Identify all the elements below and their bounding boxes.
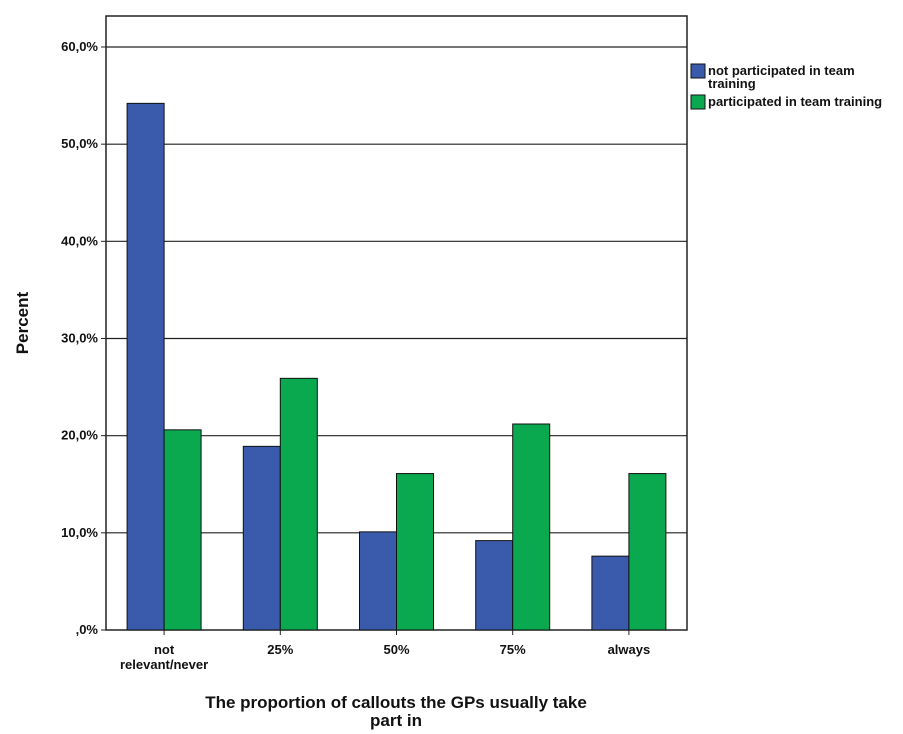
bar-not-participated-3	[475, 540, 514, 631]
y-axis-ticks: ,0% 10,0% 20,0% 30,0% 40,0% 50,0% 60,0%	[61, 39, 106, 637]
legend-swatch	[690, 94, 706, 110]
x-tick-label: relevant/never	[120, 657, 208, 672]
bar-not-participated-1	[242, 445, 281, 631]
bar-participated-4	[628, 473, 667, 631]
bars-group	[126, 102, 667, 631]
legend-swatch	[690, 63, 706, 79]
bar-participated-1	[279, 377, 318, 631]
y-tick-label: 50,0%	[61, 136, 98, 151]
x-tick-label: 75%	[500, 642, 526, 657]
y-tick-label: 30,0%	[61, 331, 98, 346]
y-tick-label: 10,0%	[61, 525, 98, 540]
x-tick-label: 50%	[383, 642, 409, 657]
bar-not-participated-0	[126, 102, 165, 631]
y-axis-title: Percent	[13, 291, 32, 354]
y-tick-label: 60,0%	[61, 39, 98, 54]
bar-participated-2	[396, 473, 434, 631]
x-tick-label: not	[154, 642, 175, 657]
bar-participated-3	[512, 423, 551, 631]
legend-label: participated in team training	[708, 94, 882, 109]
x-axis-title-line: part in	[370, 711, 422, 730]
bar-not-participated-2	[359, 531, 397, 631]
y-tick-label: 40,0%	[61, 233, 98, 248]
x-tick-label: always	[608, 642, 651, 657]
x-axis-title-line: The proportion of callouts the GPs usual…	[205, 693, 587, 712]
legend-label: training	[708, 76, 756, 91]
gridlines	[106, 46, 687, 534]
y-tick-label: 20,0%	[61, 428, 98, 443]
x-axis-title: The proportion of callouts the GPs usual…	[205, 693, 587, 730]
y-tick-label: ,0%	[76, 622, 99, 637]
bar-participated-0	[163, 429, 202, 631]
x-tick-label: 25%	[267, 642, 293, 657]
legend-label: not participated in team	[708, 63, 855, 78]
bar-not-participated-4	[591, 555, 630, 631]
